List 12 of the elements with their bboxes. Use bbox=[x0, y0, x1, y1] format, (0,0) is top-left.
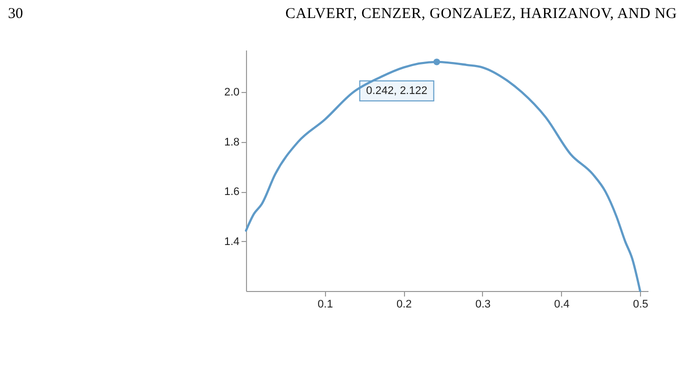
x-tick-label: 0.5 bbox=[632, 298, 648, 310]
text: 30 bbox=[8, 6, 23, 23]
text: CALVERT, CENZER, GONZALEZ, HARIZANOV, AND NG bbox=[285, 6, 677, 23]
annotation: 0.242, 2.122 bbox=[366, 84, 428, 97]
x-tick-label: 0.3 bbox=[475, 298, 491, 310]
y-tick-label: 1.6 bbox=[224, 186, 240, 198]
x-tick-label: 0.2 bbox=[396, 298, 412, 310]
y-tick-label: 2.0 bbox=[224, 86, 240, 99]
x-tick-label: 0.4 bbox=[554, 298, 570, 310]
x-tick-label: 0.1 bbox=[318, 298, 333, 310]
y-tick-label: 1.4 bbox=[224, 236, 240, 248]
y-tick-label: 1.8 bbox=[224, 136, 240, 148]
